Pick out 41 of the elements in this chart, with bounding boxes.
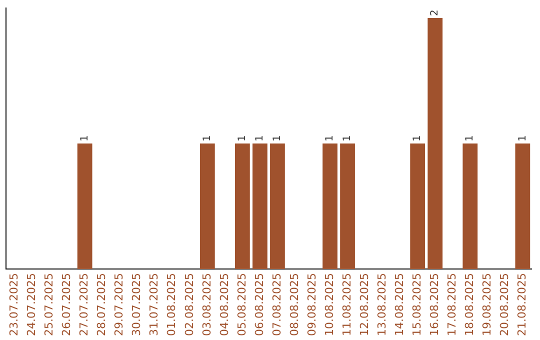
x-tick-label: 26.07.2025 xyxy=(60,273,74,336)
x-tick-label: 23.07.2025 xyxy=(8,273,21,336)
x-tick-label: 14.08.2025 xyxy=(392,273,406,336)
x-tick-label: 06.08.2025 xyxy=(252,273,266,336)
x-tick-label: 08.08.2025 xyxy=(288,273,301,336)
data-label: 1 xyxy=(202,135,214,142)
x-tick-label: 29.07.2025 xyxy=(112,273,126,336)
data-label: 1 xyxy=(517,135,528,142)
x-tick-label: 02.08.2025 xyxy=(182,273,196,336)
x-tick-label: 18.08.2025 xyxy=(462,273,476,336)
x-tick-label: 27.07.2025 xyxy=(78,273,91,336)
x-tick-label: 20.08.2025 xyxy=(498,273,512,336)
x-tick-label: 10.08.2025 xyxy=(322,273,336,336)
x-tick-label: 16.08.2025 xyxy=(428,273,441,336)
x-tick-label: 15.08.2025 xyxy=(410,273,424,336)
data-label: 1 xyxy=(254,135,266,142)
data-label: 2 xyxy=(430,10,441,16)
x-tick-label: 24.07.2025 xyxy=(25,273,38,336)
x-tick-label: 17.08.2025 xyxy=(445,273,458,336)
data-label: 1 xyxy=(237,135,248,142)
data-label: 1 xyxy=(342,135,354,142)
x-tick-label: 12.08.2025 xyxy=(358,273,371,336)
x-tick-label: 30.07.2025 xyxy=(130,273,144,336)
x-tick-label: 11.08.2025 xyxy=(340,273,354,336)
data-label: 1 xyxy=(324,135,336,142)
x-tick-label: 09.08.2025 xyxy=(305,273,318,336)
x-tick-label: 25.07.2025 xyxy=(42,273,56,336)
data-label: 1 xyxy=(464,135,476,142)
x-tick-label: 07.08.2025 xyxy=(270,273,284,336)
data-label: 1 xyxy=(412,135,424,142)
x-tick-label: 31.07.2025 xyxy=(148,273,161,336)
x-tick-label: 28.07.2025 xyxy=(95,273,108,336)
data-label: 1 xyxy=(79,135,90,142)
x-tick-label: 01.08.2025 xyxy=(165,273,178,336)
x-tick-label: 19.08.2025 xyxy=(480,273,494,336)
x-tick-label: 13.08.2025 xyxy=(375,273,388,336)
x-tick-label: 03.08.2025 xyxy=(200,273,214,336)
x-tick-label: 04.08.2025 xyxy=(218,273,231,336)
data-label: 1 xyxy=(272,135,284,142)
x-tick-label: 21.08.2025 xyxy=(516,273,529,336)
x-tick-label: 05.08.2025 xyxy=(235,273,248,336)
